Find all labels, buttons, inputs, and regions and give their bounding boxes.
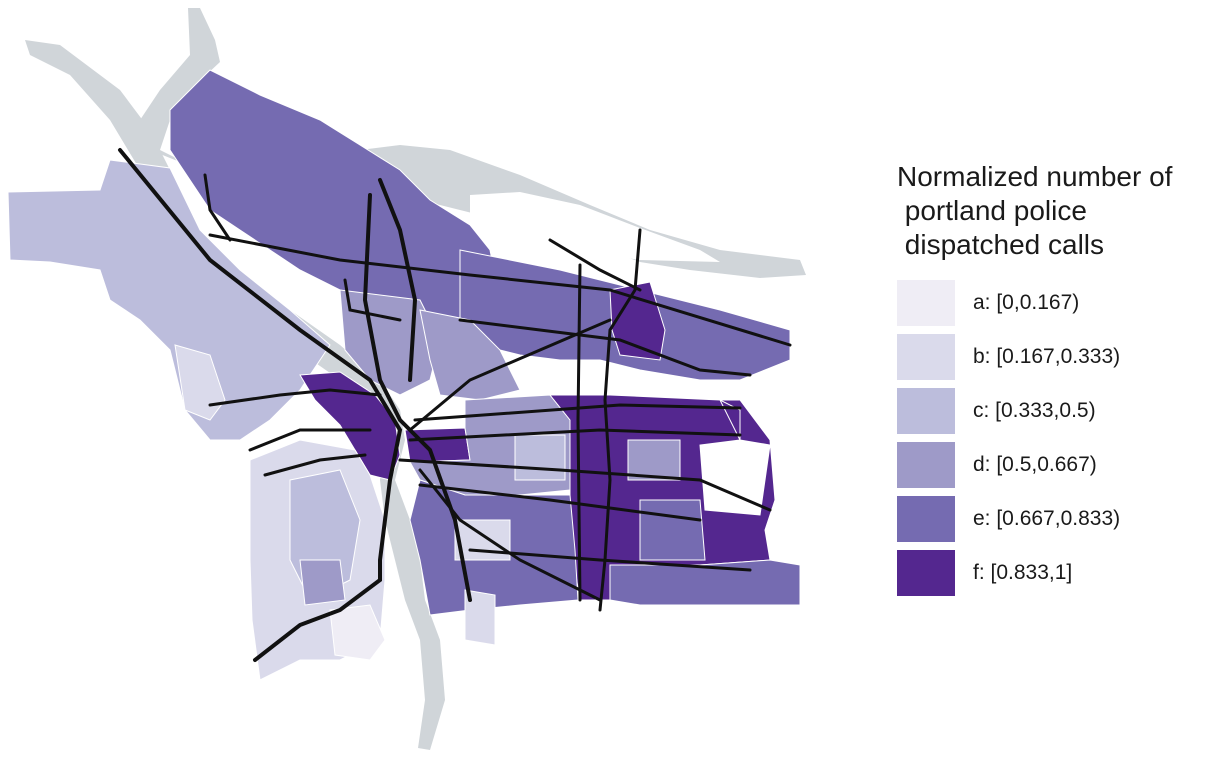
legend-label-d: d: [0.5,0.667) [973,453,1097,476]
legend-item-a: a: [0,0.167) [897,276,1227,330]
legend-swatch-e [897,496,955,542]
legend-item-c: c: [0.333,0.5) [897,384,1227,438]
legend-label-e: e: [0.667,0.833) [973,507,1121,530]
legend-label-c: c: [0.333,0.5) [973,399,1096,422]
legend-item-b: b: [0.167,0.333) [897,330,1227,384]
district-outer-southeast [609,559,801,606]
district-belmont [514,434,566,481]
hayden-island [470,192,720,262]
legend-item-f: f: [0.833,1] [897,546,1227,600]
legend-label-a: a: [0,0.167) [973,291,1080,314]
district-southwest-d [299,559,346,606]
district-northeast-d [419,309,521,401]
legend-swatch-a [897,280,955,326]
district-woodstock [464,589,496,646]
legend-item-d: d: [0.5,0.667) [897,438,1227,492]
legend-label-b: b: [0.167,0.333) [973,345,1121,368]
district-gateway-e [639,499,706,561]
legend-swatch-c [897,388,955,434]
district-northwest-hills [7,159,331,441]
district-southwest-a [329,604,386,661]
legend-label-f: f: [0.833,1] [973,561,1073,584]
legend-title: Normalized number of portland police dis… [897,161,1173,260]
columbia-river [140,8,806,278]
legend-item-e: e: [0.667,0.833) [897,492,1227,546]
road-network [118,148,792,662]
legend-swatch-f [897,550,955,596]
district-polygons [7,69,801,681]
legend-swatch-b [897,334,955,380]
legend-swatch-d [897,442,955,488]
district-forest-park [174,344,226,421]
legend: Normalized number of portland police dis… [897,160,1227,600]
portland-choropleth-map [7,8,806,750]
